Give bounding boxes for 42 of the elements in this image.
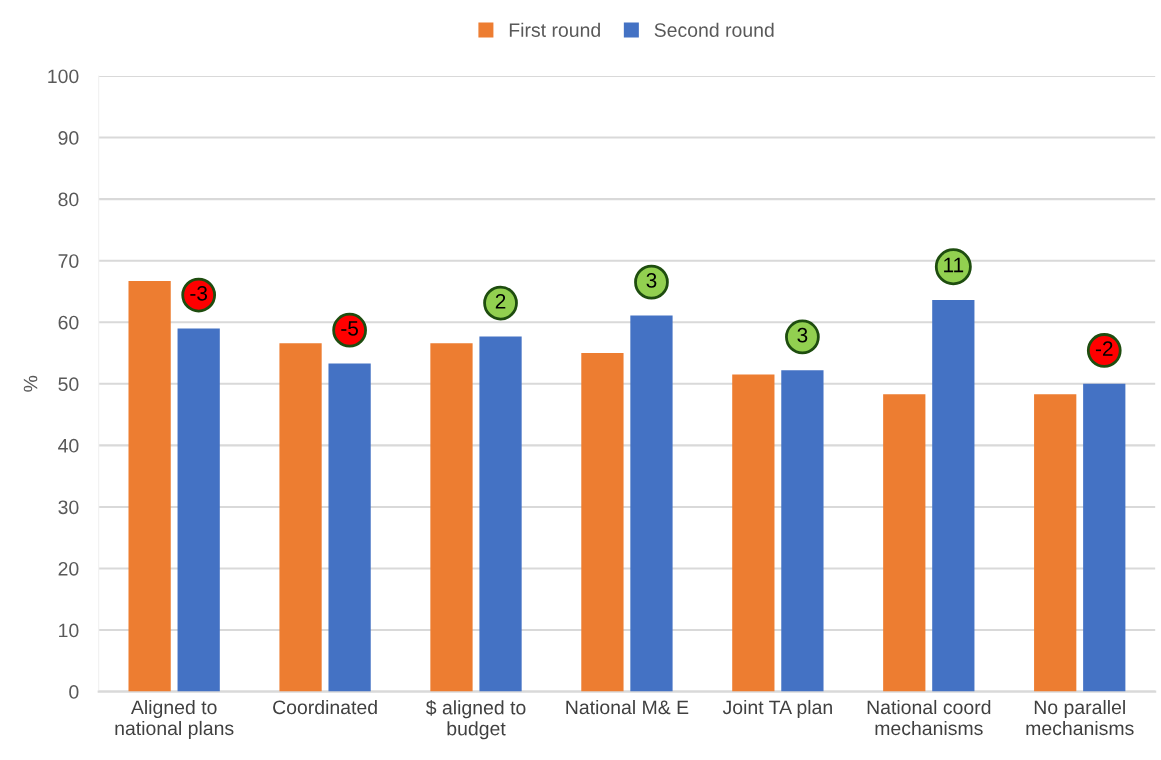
x-tick-label: National coord mechanisms [867, 699, 991, 736]
y-tick-label: 30 [58, 500, 79, 515]
bar [328, 363, 371, 692]
y-tick-label: 70 [58, 254, 79, 268]
legend-label: Second round [654, 22, 774, 37]
y-tick-label: 50 [58, 377, 79, 392]
annotation: 11 [944, 257, 964, 273]
x-tick-label: Coordinated [273, 699, 377, 715]
bar [732, 374, 775, 692]
bar [128, 280, 171, 692]
x-tick-label: No parallel mechanisms [1026, 699, 1134, 736]
x-tick-label: Joint TA plan [722, 699, 832, 719]
bar [479, 336, 522, 692]
annotation: -5 [341, 321, 358, 336]
y-tick-label: 10 [59, 623, 79, 638]
y-tick-label: 0 [69, 685, 79, 699]
y-tick-label: 80 [58, 192, 79, 207]
y-tick-label: 20 [58, 561, 79, 576]
bar [1083, 383, 1126, 692]
bar [430, 343, 473, 692]
x-tick-label: Aligned to national plans [115, 699, 234, 739]
legend-label: First round [509, 22, 600, 37]
annotation: -3 [190, 285, 208, 301]
annotation: 2 [495, 293, 506, 309]
bar [581, 353, 624, 692]
x-tick-label: $ aligned to budget [425, 699, 526, 740]
y-axis-title: % [23, 375, 38, 392]
bar [279, 343, 322, 692]
annotation: 3 [646, 272, 657, 288]
annotation: 3 [797, 327, 808, 343]
y-tick-label: 60 [58, 315, 79, 330]
x-tick-label: National M& E [566, 699, 689, 715]
y-tick-label: 40 [58, 438, 79, 453]
bar [1034, 394, 1077, 692]
bar [177, 328, 220, 692]
bar [781, 370, 824, 692]
bar [630, 315, 673, 692]
bar [932, 300, 975, 692]
annotation: -2 [1095, 341, 1113, 356]
bar [883, 394, 926, 692]
y-tick-label: 100 [48, 69, 79, 84]
y-tick-label: 90 [58, 131, 79, 145]
